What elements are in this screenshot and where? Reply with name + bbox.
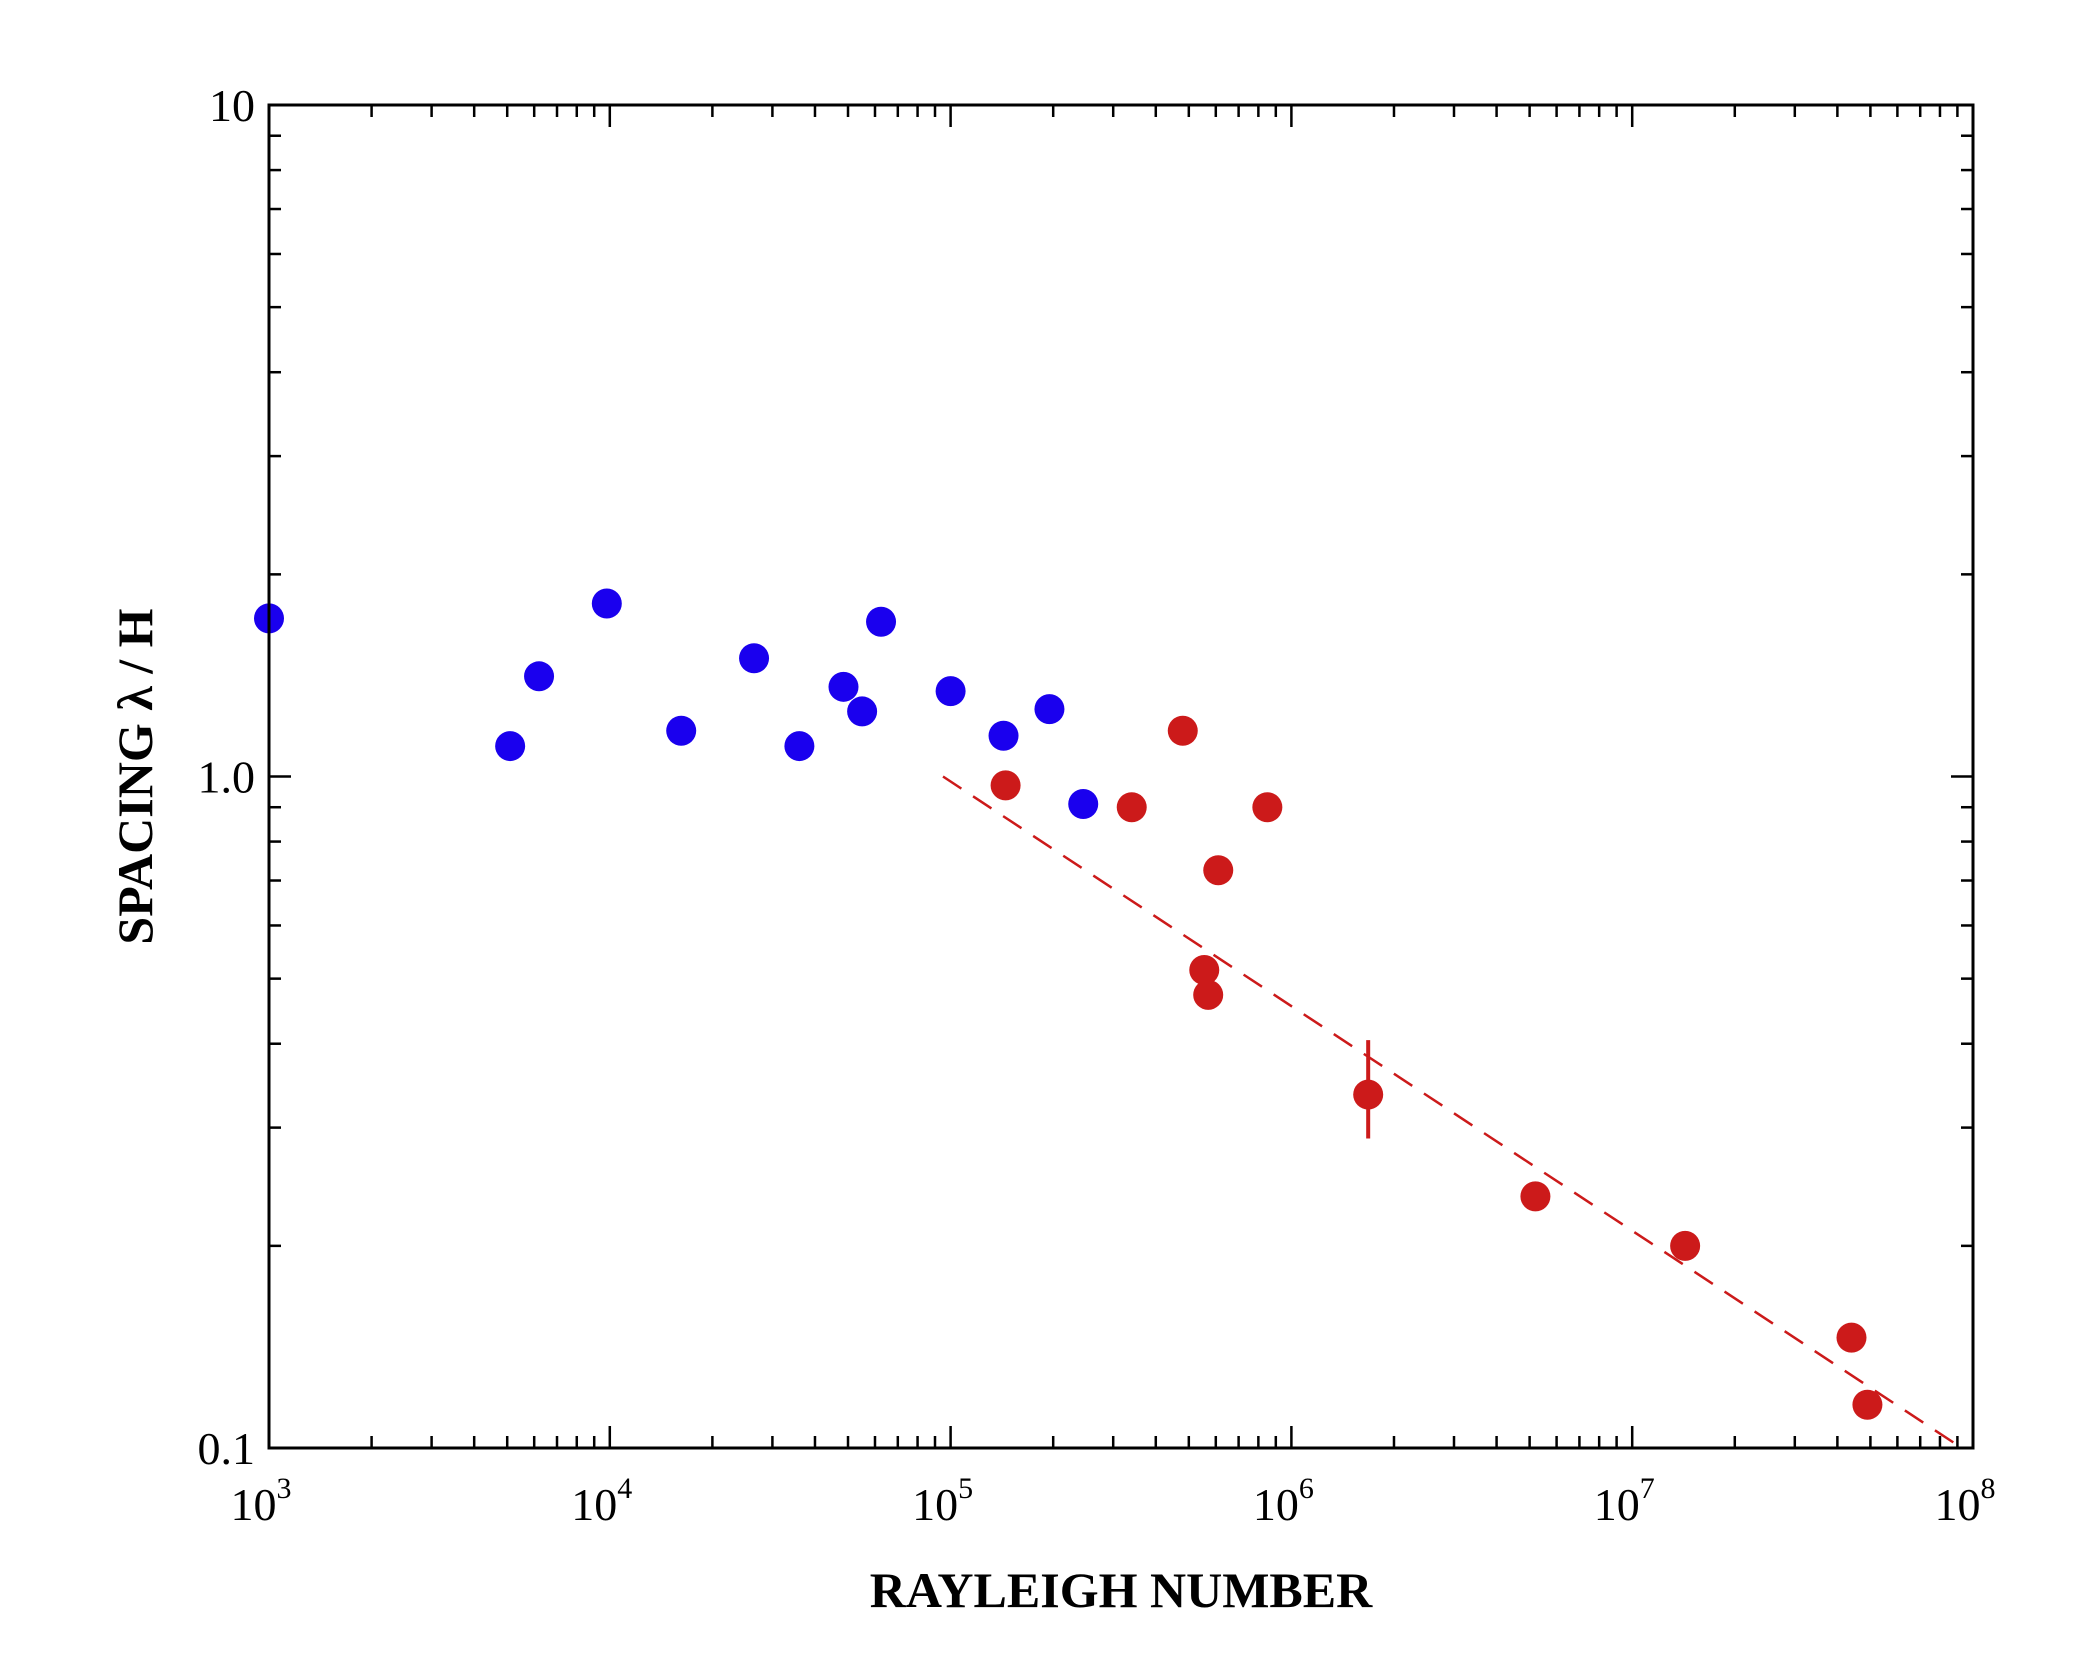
data-point-series-2	[1193, 979, 1224, 1010]
data-point-series-1	[828, 671, 859, 702]
data-point-series-1	[1034, 694, 1065, 725]
x-tick-label: 105	[912, 1472, 973, 1530]
y-axis-title: SPACING λ / H	[107, 608, 163, 944]
x-tick-exponent: 8	[1981, 1472, 1996, 1505]
y-tick-label: 0.1	[198, 1423, 256, 1474]
x-tick-label: 106	[1253, 1472, 1314, 1530]
data-point-series-2	[1836, 1322, 1867, 1353]
data-point-series-1	[591, 588, 622, 619]
data-point-series-1	[784, 731, 815, 762]
axis-ticks	[267, 105, 1973, 1450]
data-point-series-2	[1670, 1230, 1701, 1261]
data-point-series-2	[1852, 1389, 1883, 1420]
data-point-series-1	[1068, 789, 1099, 820]
data-point-series-1	[739, 643, 770, 674]
x-tick-base: 10	[571, 1479, 617, 1530]
data-point-series-1	[524, 661, 555, 692]
data-point-series-2	[1520, 1181, 1551, 1212]
data-point-series-2	[1252, 792, 1283, 823]
x-tick-label: 103	[231, 1472, 292, 1530]
y-tick-label: 1.0	[198, 752, 256, 803]
x-tick-exponent: 3	[277, 1472, 292, 1505]
x-tick-exponent: 5	[958, 1472, 973, 1505]
data-point-series-2	[1189, 955, 1220, 986]
x-tick-base: 10	[1935, 1479, 1981, 1530]
data-points	[254, 588, 1883, 1420]
data-point-series-2	[1167, 715, 1198, 746]
y-tick-label: 10	[209, 80, 255, 131]
x-tick-label: 108	[1935, 1472, 1996, 1530]
x-tick-base: 10	[1594, 1479, 1640, 1530]
x-tick-base: 10	[912, 1479, 958, 1530]
data-point-series-1	[847, 696, 878, 727]
data-point-series-1	[666, 715, 697, 746]
data-point-series-2	[1203, 855, 1234, 886]
x-axis-title: RAYLEIGH NUMBER	[870, 1562, 1373, 1618]
plot-frame	[267, 103, 1975, 1450]
fit-line	[942, 775, 1959, 1447]
x-tick-labels: 103 104 105 106 107 108	[231, 1472, 1996, 1530]
x-tick-base: 10	[231, 1479, 277, 1530]
y-tick-labels: 10 1.0 0.1	[198, 80, 256, 1474]
x-tick-exponent: 6	[1299, 1472, 1314, 1505]
data-point-series-1	[988, 720, 1019, 751]
x-tick-exponent: 4	[617, 1472, 632, 1505]
x-tick-label: 104	[571, 1472, 632, 1530]
x-tick-base: 10	[1253, 1479, 1299, 1530]
x-tick-exponent: 7	[1640, 1472, 1655, 1505]
data-point-series-2	[1353, 1079, 1384, 1110]
data-point-series-1	[866, 606, 897, 637]
fit-line-group	[942, 775, 1959, 1447]
x-tick-label: 107	[1594, 1472, 1655, 1530]
data-point-series-2	[990, 770, 1021, 801]
data-point-series-1	[935, 676, 966, 707]
data-point-series-2	[1116, 792, 1147, 823]
data-point-series-1	[495, 731, 526, 762]
